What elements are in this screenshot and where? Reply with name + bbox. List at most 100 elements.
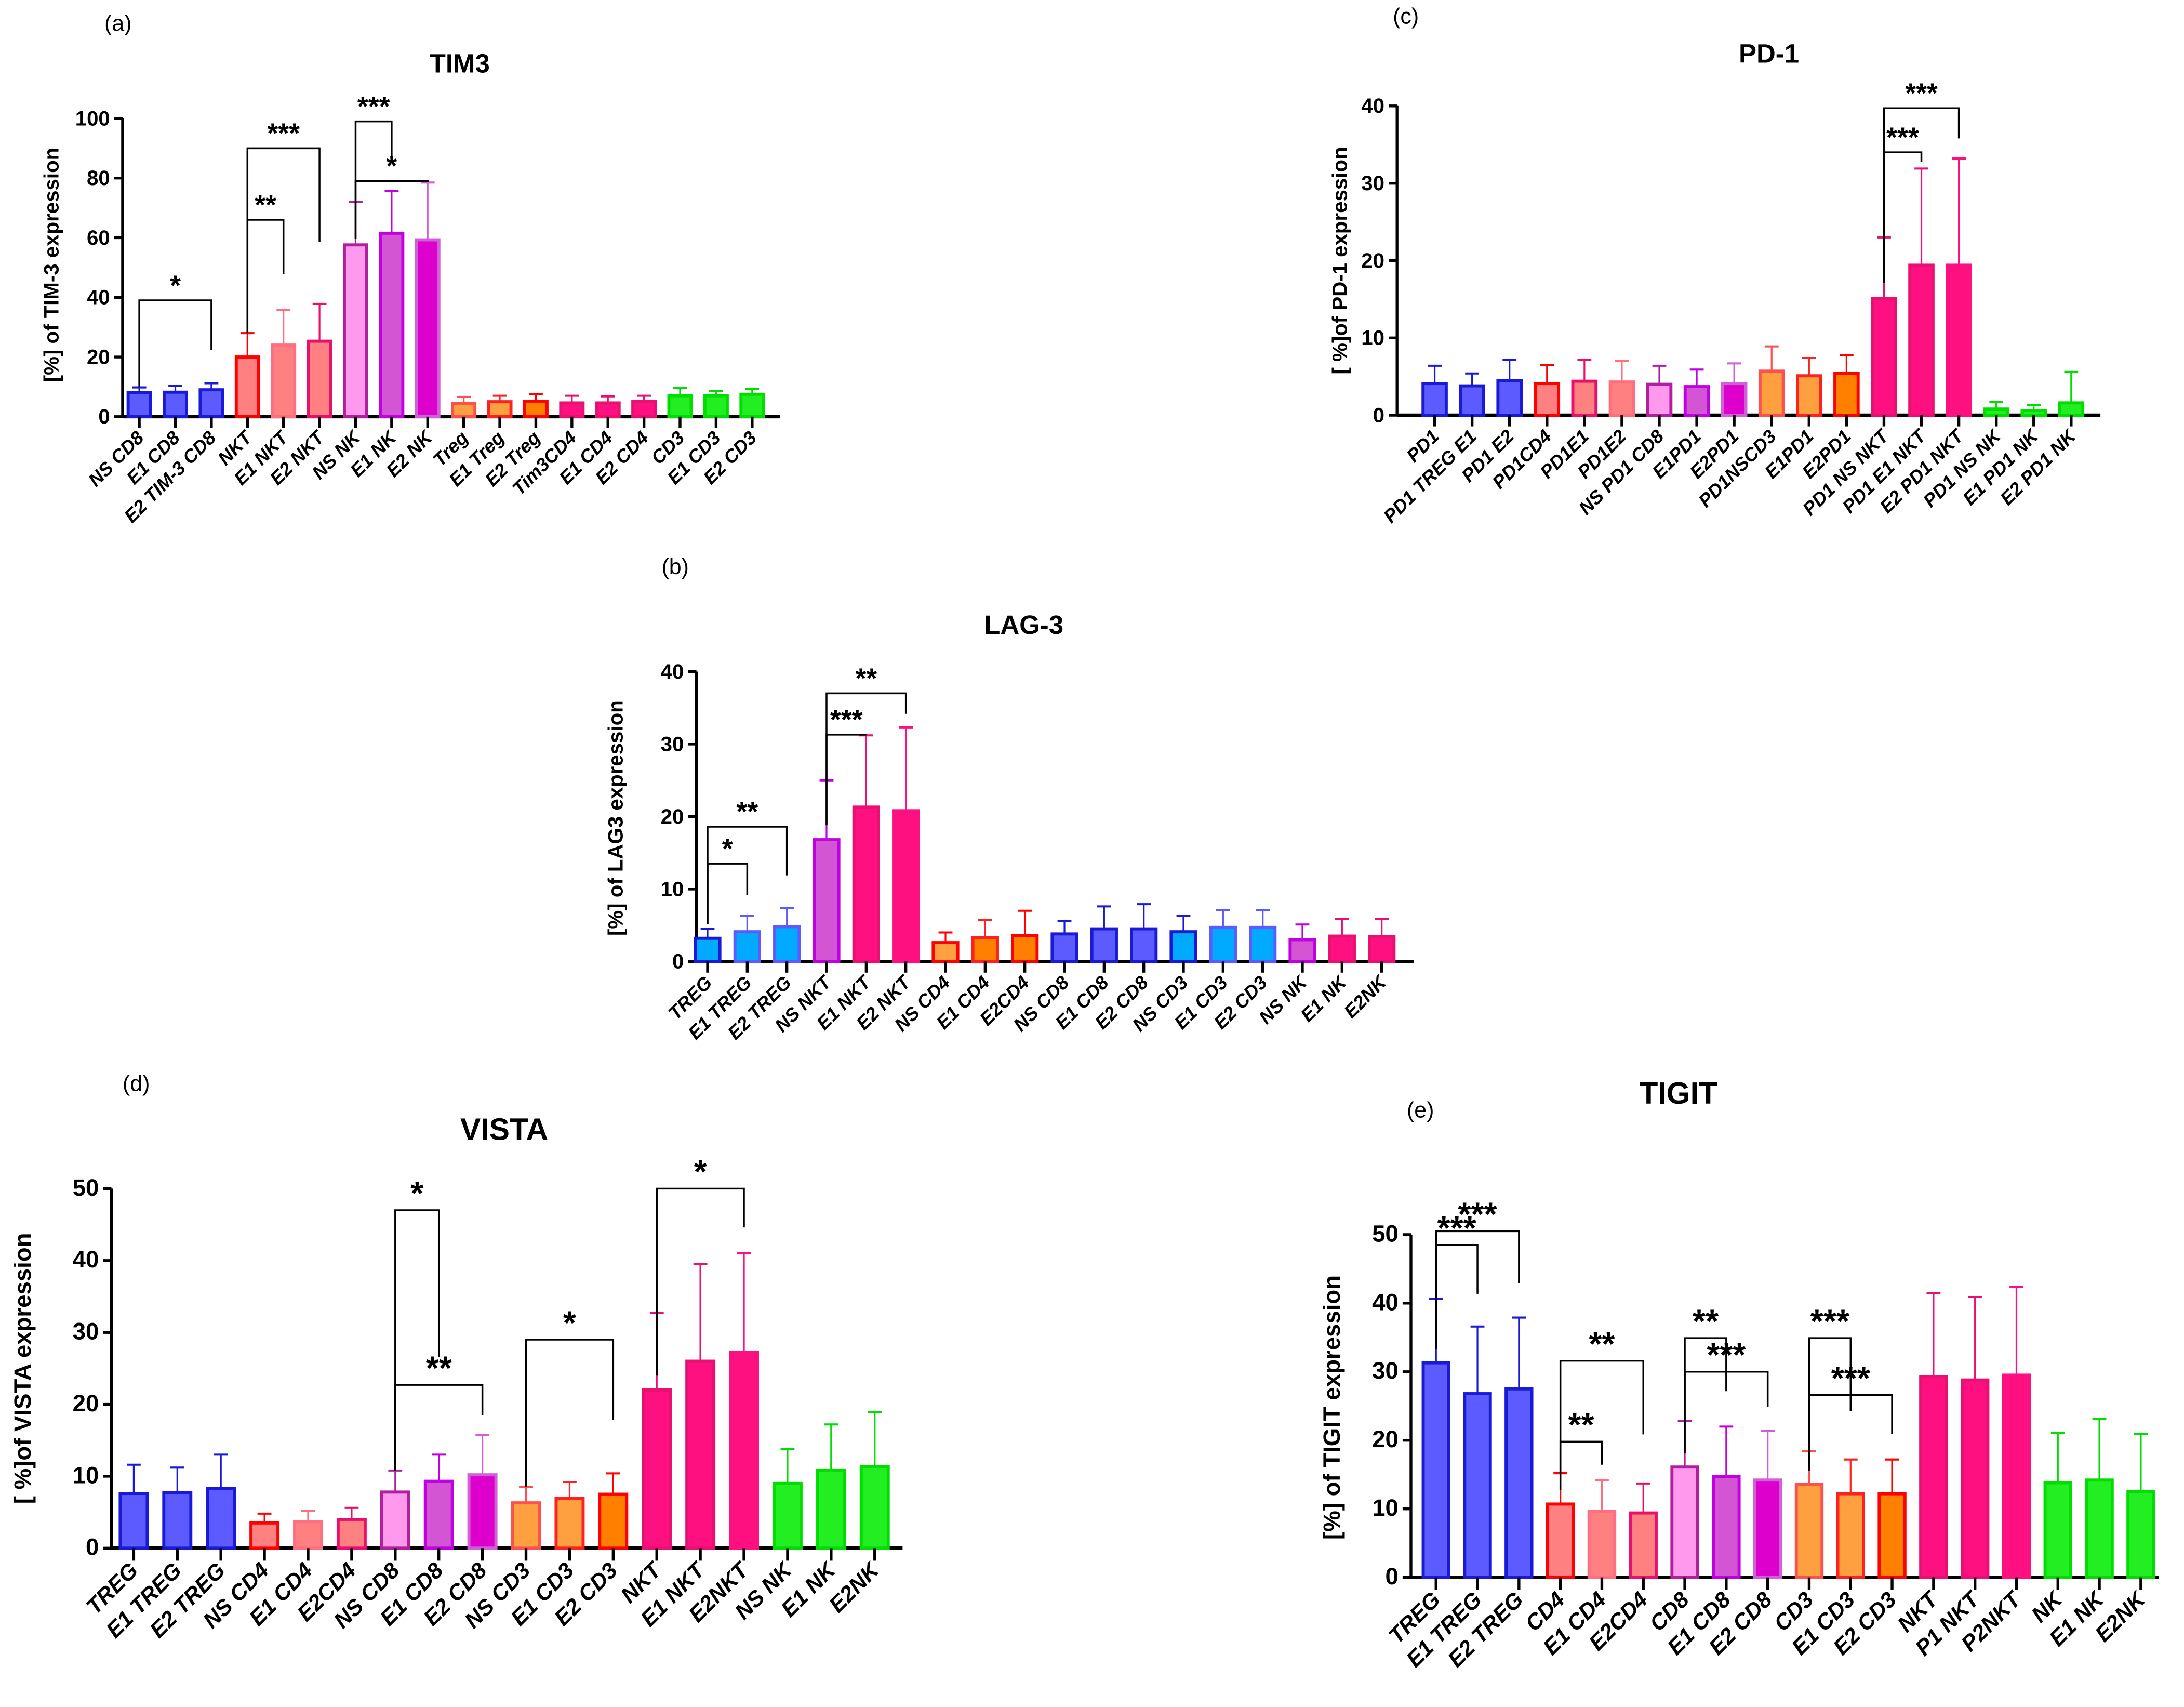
significance-bracket (656, 1187, 745, 1376)
panel-letter: (d) (123, 1071, 150, 1096)
y-axis-label: [ %]of PD-1 expression (1328, 147, 1352, 374)
panel-pd1: (c)PD-1[ %]of PD-1 expression010203040PD… (1328, 4, 2101, 527)
bar (739, 392, 765, 418)
significance-bracket (354, 180, 429, 239)
panel-vista: (d) VISTA [ %]of VISTA expression 0 10 20 30 40… (9, 1071, 903, 1643)
y-tick-label: 50 (73, 1174, 99, 1201)
chart-title: PD-1 (1739, 39, 1799, 69)
x-tick-label: E1 NK (1296, 971, 1351, 1026)
bar (1629, 1511, 1658, 1579)
significance-bracket (1435, 1243, 1479, 1349)
y-tick-label: 30 (1372, 1357, 1399, 1384)
bar (1646, 382, 1673, 417)
significance-bracket (394, 1384, 484, 1471)
bar (2043, 1481, 2072, 1579)
significance-label: ** (1589, 1325, 1615, 1362)
bar (1130, 927, 1158, 963)
bar (1209, 925, 1237, 963)
panel-tim3: (a) TIM3 [%] of TIM-3 expression 0 20 40 60 80 1… (40, 11, 780, 527)
significance-label: * (563, 1304, 576, 1341)
bar (1983, 407, 2009, 417)
bar (1836, 1492, 1865, 1579)
y-tick-label: 40 (87, 286, 110, 309)
significance-label: ** (736, 796, 758, 827)
bar (1587, 1510, 1617, 1579)
significance-bracket (1559, 1440, 1603, 1491)
bar (293, 1520, 323, 1550)
bar (729, 1351, 759, 1550)
y-tick-label: 60 (87, 226, 110, 249)
bar (206, 1487, 236, 1550)
significance-label: ** (426, 1349, 452, 1386)
bar (2085, 1478, 2114, 1579)
bar (1960, 1378, 1990, 1579)
y-tick-label: 30 (661, 732, 684, 756)
bar (451, 402, 477, 418)
bar (1496, 379, 1523, 417)
chart-title: VISTA (460, 1113, 548, 1147)
bar (1721, 382, 1748, 417)
bar (423, 1479, 454, 1550)
bar (467, 1473, 498, 1550)
bar (1546, 1502, 1575, 1579)
bar (971, 936, 999, 963)
bar (892, 809, 920, 963)
panel-lag3: (b)LAG-3[%] of LAG3 expression010203040T… (604, 554, 1414, 1043)
bar (816, 1468, 846, 1550)
significance-bracket (246, 219, 285, 334)
bar (772, 1481, 803, 1550)
bar (307, 339, 332, 418)
bar (595, 401, 621, 418)
y-tick-label: 100 (75, 107, 110, 130)
bar (415, 238, 441, 418)
y-tick-label: 40 (1361, 94, 1384, 117)
bar (1534, 382, 1561, 417)
significance-label: *** (1437, 1209, 1476, 1247)
bar (336, 1517, 367, 1550)
significance-bracket (1435, 1230, 1520, 1349)
bar (118, 1492, 149, 1550)
bar (379, 231, 405, 418)
bar (198, 388, 224, 418)
bar (249, 1521, 280, 1550)
y-tick-label: 10 (1361, 326, 1384, 350)
y-tick-label: 0 (86, 1534, 99, 1560)
bar (343, 243, 368, 418)
bar (1463, 1392, 1492, 1579)
bar (1459, 384, 1485, 417)
bar (1908, 263, 1935, 417)
y-tick-label: 10 (73, 1462, 99, 1488)
bar (1683, 385, 1710, 417)
significance-label: *** (1810, 1302, 1849, 1340)
significance-bracket (138, 299, 212, 387)
bar (1421, 382, 1448, 417)
bar (1421, 1361, 1450, 1579)
bar (1833, 372, 1860, 417)
bar (559, 401, 585, 418)
panel-letter: (c) (1393, 4, 1419, 29)
bar (2058, 401, 2085, 417)
significance-label: ** (255, 189, 276, 220)
bar (380, 1490, 410, 1550)
y-tick-label: 20 (661, 805, 684, 828)
significance-label: * (694, 1153, 707, 1190)
panel-letter: (a) (104, 11, 131, 36)
y-tick-label: 80 (87, 166, 110, 190)
bar (1571, 379, 1598, 417)
significance-bracket (707, 826, 788, 924)
y-axis-label: [%] of TIGIT expression (1319, 1275, 1345, 1540)
y-axis-label: [%] of TIM-3 expression (40, 148, 63, 382)
significance-label: * (386, 151, 397, 182)
bar (1946, 263, 1972, 417)
significance-label: *** (1707, 1336, 1746, 1373)
significance-bracket (1883, 107, 1960, 283)
bar (2126, 1490, 2155, 1579)
bar (554, 1497, 585, 1550)
significance-label: ** (1693, 1302, 1719, 1340)
significance-bracket (246, 147, 321, 334)
panel-letter: (e) (1407, 1098, 1434, 1123)
significance-label: ** (1568, 1406, 1594, 1444)
bar (1504, 1387, 1534, 1579)
y-tick-label: 20 (73, 1390, 99, 1417)
chart-title: TIGIT (1639, 1076, 1717, 1110)
